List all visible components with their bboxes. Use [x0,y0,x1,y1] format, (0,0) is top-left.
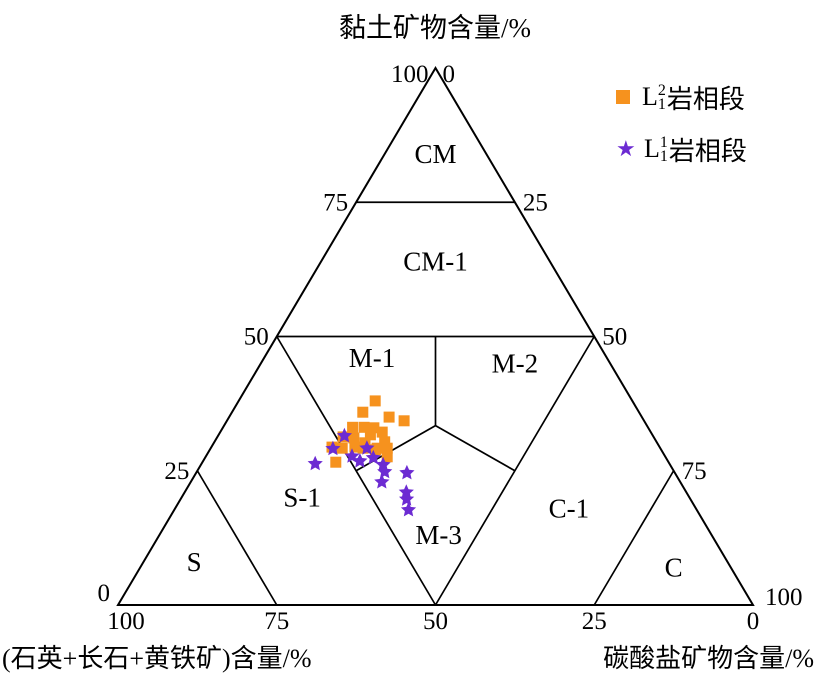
data-point-square [358,421,370,433]
data-point-square [381,451,393,463]
data-point-square [364,429,376,441]
region-label-s-1: S-1 [283,483,321,513]
data-point-star [325,440,341,456]
tick-bottom-75: 75 [264,608,289,635]
legend-item-l12: L 2 1 岩相段 [616,78,747,116]
data-point-square [376,426,388,438]
quartz-75-line [196,470,278,606]
tick-right-50: 50 [602,324,627,351]
tick-left-50: 50 [244,324,269,351]
data-point-star [352,453,368,468]
tick-left-25: 25 [164,458,189,485]
region-label-cm: CM [414,139,456,169]
data-point-star [375,456,391,472]
tick-left-100: 100 [391,61,429,88]
data-point-square [379,436,391,448]
data-point-square [357,406,369,418]
data-point-star [398,484,414,499]
region-label-c-1: C-1 [549,493,590,523]
tick-bottom-50: 50 [423,608,448,635]
data-point-square [368,422,380,434]
legend-label-l12: L 2 1 岩相段 [642,81,745,114]
region-label-m-1: M-1 [349,343,396,373]
tick-right-100: 100 [765,584,803,611]
data-point-square [330,456,342,468]
data-point-star [377,463,393,479]
data-point-star [336,427,352,443]
tick-bottom-100: 100 [107,608,145,635]
data-point-square [349,441,361,453]
data-point-star [400,502,417,517]
data-point-star [374,474,390,489]
region-label-c: C [665,552,683,582]
data-point-square [381,442,393,454]
data-point-square [369,395,381,407]
tick-bottom-25: 25 [582,608,607,635]
tick-bottom-0: 0 [747,608,760,635]
star-marker-icon: ★ [616,136,636,161]
data-point-star [359,440,375,455]
data-point-square [398,415,410,427]
carbonate-75-line [593,470,675,606]
bottom-right-axis-title: 碳酸盐矿物含量/% [603,644,814,673]
tick-right-0: 0 [443,61,456,88]
legend-item-l11: ★ L 1 1 岩相段 [616,130,747,168]
quartz-50-line [276,336,437,606]
data-point-square [347,421,359,433]
legend-label-l11: L 1 1 岩相段 [644,133,747,166]
data-point-star [399,491,415,506]
region-label-cm-1: CM-1 [403,246,468,276]
data-point-star [399,464,415,480]
data-point-square [383,411,395,423]
bottom-left-axis-title: (石英+长石+黄铁矿)含量/% [2,644,312,673]
region-label-m-2: M-2 [492,348,539,378]
tick-right-75: 75 [682,458,707,485]
top-axis-title: 黏土矿物含量/% [339,13,531,43]
data-point-star [365,449,381,465]
region-label-s: S [187,547,202,577]
tick-left-75: 75 [323,189,348,216]
data-point-square [348,432,360,444]
data-point-star [307,455,323,471]
tick-right-25: 25 [523,189,548,216]
region-label-m-3: M-3 [415,520,462,550]
square-marker-icon [616,90,630,104]
data-point-square [370,444,381,456]
carbonate-50-line [434,336,595,606]
centroid-to-carbonate50 [435,424,516,472]
legend: L 2 1 岩相段 ★ L 1 1 岩相段 [616,78,747,168]
tick-left-0: 0 [98,580,111,607]
data-point-square [336,442,348,454]
